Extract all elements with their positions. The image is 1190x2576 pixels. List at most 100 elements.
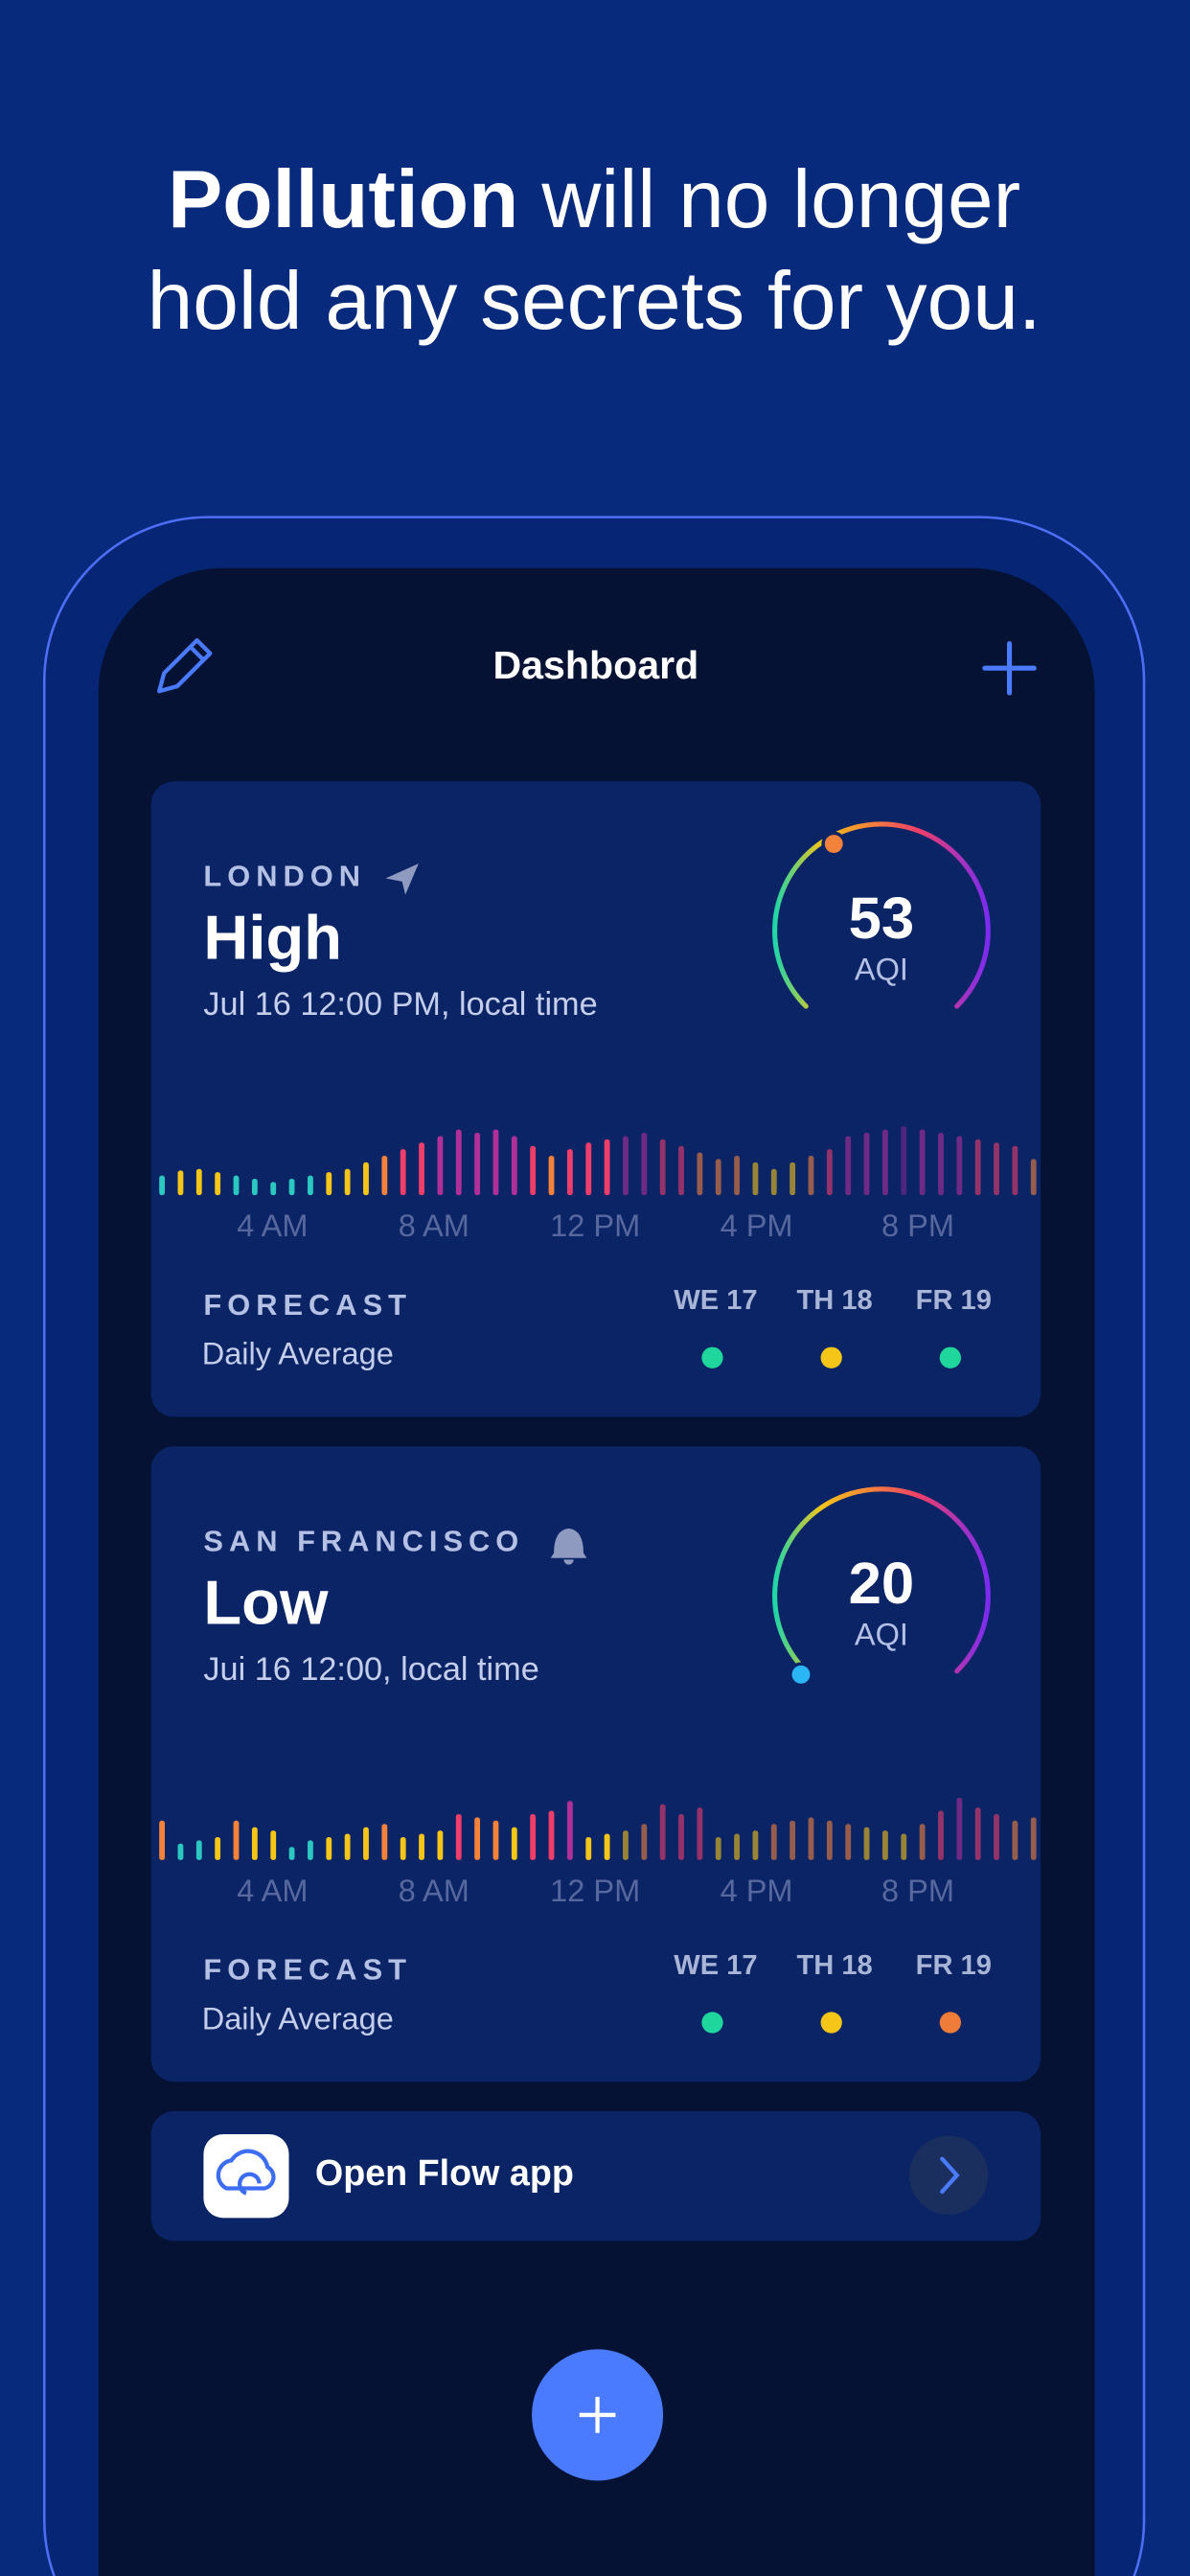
hourly-bar [623, 1830, 629, 1860]
hourly-bar [195, 1168, 202, 1196]
chevron [940, 2156, 960, 2195]
chevron-button[interactable] [909, 2135, 989, 2215]
headline-rest: will no longer [540, 153, 1020, 245]
forecast-day: WE 17 [674, 1285, 757, 1316]
city-card: SAN FRANCISCO Low Jui 16 12:00, local time… [150, 1446, 1041, 2082]
forecast-day: TH 18 [796, 1950, 872, 1981]
hourly-bar [641, 1824, 648, 1860]
hourly-bar [344, 1833, 351, 1860]
hour-label: 8 PM [881, 1874, 954, 1908]
aqi-unit: AQI [855, 1618, 908, 1652]
hourly-bar [845, 1824, 852, 1860]
hourly-bar [994, 1142, 999, 1196]
hourly-bar [826, 1149, 833, 1196]
hourly-bar [678, 1813, 684, 1860]
hourly-bar [790, 1162, 796, 1196]
open-app-bg [150, 2111, 1041, 2242]
hourly-bar [790, 1820, 796, 1860]
hourly-bar [270, 1182, 277, 1196]
bell-icon [550, 1528, 587, 1565]
hourly-bar [659, 1138, 666, 1196]
screen-title: Dashboard [492, 643, 698, 687]
hourly-bar [752, 1830, 759, 1860]
aqi-level: Low [203, 1567, 329, 1637]
hourly-bar [715, 1836, 721, 1860]
hourly-bar [381, 1824, 388, 1860]
gauge-dot [789, 1662, 813, 1688]
hourly-bar [994, 1813, 999, 1860]
hourly-bar [1030, 1817, 1037, 1860]
hourly-bar [641, 1133, 648, 1196]
hourly-bar [938, 1133, 944, 1196]
hourly-bar [1012, 1820, 1018, 1860]
hourly-bar [419, 1833, 424, 1860]
hourly-bar [215, 1836, 221, 1860]
add-button[interactable] [982, 640, 1037, 696]
gauge-arc [772, 821, 991, 1009]
hourly-bar [288, 1178, 295, 1196]
hourly-bar [344, 1168, 351, 1196]
edit-button[interactable] [157, 637, 213, 694]
forecast-dot [820, 2012, 842, 2034]
headline-line-2: hold any secrets for you. [148, 255, 1041, 347]
forecast-title: FORECAST [203, 1288, 412, 1322]
hour-label: 8 AM [399, 1208, 469, 1243]
forecast-dot [939, 1346, 962, 1368]
hourly-bar [863, 1133, 870, 1196]
forecast-day: FR 19 [916, 1285, 992, 1316]
forecast-title: FORECAST [203, 1953, 412, 1987]
hourly-bar [919, 1129, 926, 1196]
hourly-bar [159, 1175, 166, 1196]
hourly-bar [752, 1162, 759, 1196]
open-app-label: Open Flow app [315, 2152, 574, 2193]
hourly-bar [455, 1129, 462, 1196]
hourly-bar [604, 1833, 610, 1860]
hourly-bar [678, 1145, 684, 1196]
hour-label: 8 PM [881, 1208, 954, 1243]
hourly-bar [288, 1847, 295, 1860]
hourly-bar [901, 1126, 907, 1196]
hourly-bar [808, 1156, 814, 1196]
hourly-bar [530, 1145, 537, 1196]
hourly-bar [474, 1817, 481, 1860]
hourly-bar [511, 1827, 517, 1860]
hourly-bar [251, 1178, 258, 1196]
forecast-dot [701, 2012, 723, 2034]
hourly-bar [974, 1807, 981, 1860]
hourly-bar [195, 1840, 202, 1860]
hourly-bar [734, 1833, 740, 1860]
hourly-bar [604, 1138, 610, 1196]
hourly-bar [437, 1830, 444, 1860]
hourly-bar [566, 1801, 573, 1860]
forecast-dot [701, 1346, 723, 1368]
hour-label: 4 PM [721, 1874, 793, 1908]
aqi-value: 20 [849, 1551, 915, 1617]
hourly-bar [697, 1152, 703, 1196]
hourly-bar [474, 1133, 481, 1196]
city-name: SAN FRANCISCO [203, 1524, 524, 1557]
hourly-bar [326, 1172, 332, 1196]
headline-line-1: Pollution will no longer [168, 153, 1020, 245]
open-app-card[interactable]: Open Flow app [150, 2111, 1041, 2242]
hourly-bar [1012, 1145, 1018, 1196]
hourly-bar [215, 1172, 221, 1196]
hourly-bar [956, 1136, 963, 1196]
hourly-bar [881, 1830, 888, 1860]
hourly-bar [511, 1136, 517, 1196]
hourly-bar [863, 1827, 870, 1860]
hourly-bar [548, 1810, 555, 1860]
hourly-bar [808, 1817, 814, 1860]
hour-label: 8 AM [399, 1874, 469, 1908]
city-card: LONDON High Jul 16 12:00 PM, local time 53A… [150, 781, 1041, 1417]
hourly-bar [826, 1820, 833, 1860]
hourly-bar [770, 1824, 777, 1860]
forecast-day: WE 17 [674, 1950, 757, 1981]
pencil-icon [157, 637, 213, 694]
hourly-bar [437, 1136, 444, 1196]
fab[interactable] [532, 2349, 664, 2481]
hourly-bar [566, 1149, 573, 1196]
hourly-bar [974, 1138, 981, 1196]
gauge-dot [821, 831, 847, 857]
